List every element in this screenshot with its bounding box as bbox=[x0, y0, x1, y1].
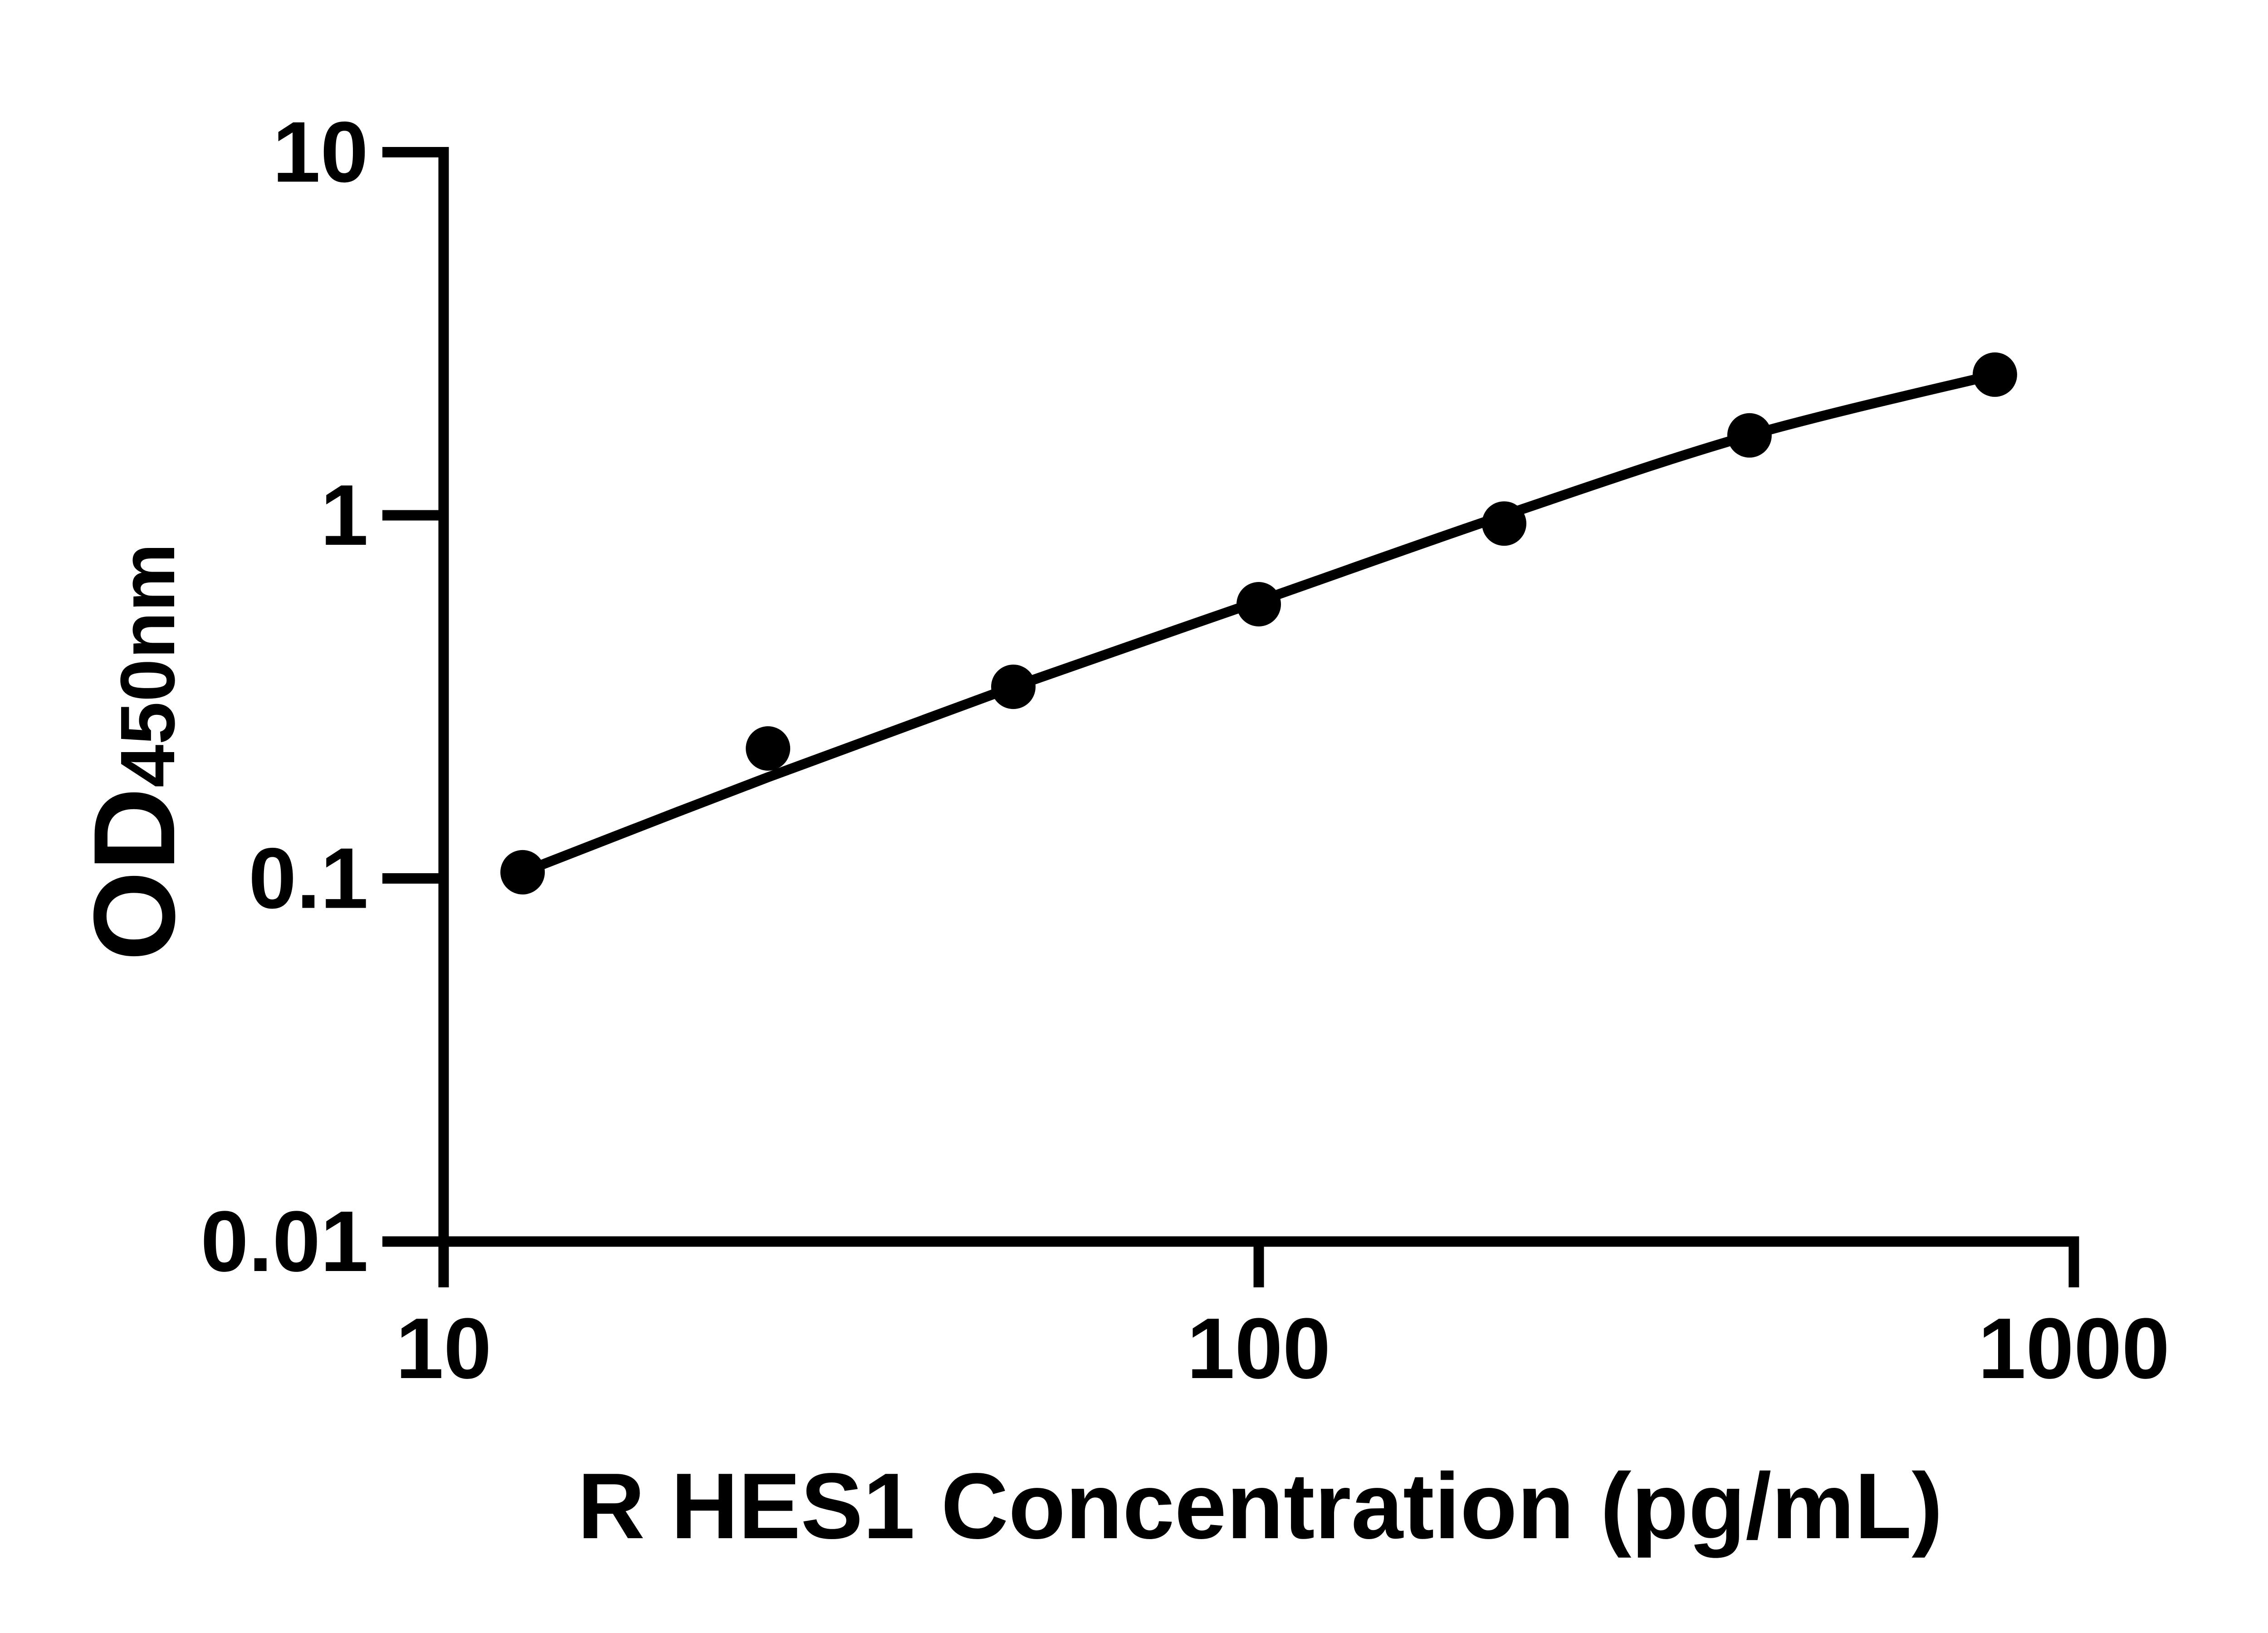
y-tick-label: 0.1 bbox=[249, 831, 368, 927]
data-point bbox=[746, 726, 791, 771]
axes bbox=[438, 147, 2079, 1287]
x-tick-label: 1000 bbox=[1978, 1301, 2170, 1397]
data-point bbox=[1972, 352, 2017, 397]
data-point bbox=[1237, 582, 1281, 626]
x-tick-label: 10 bbox=[396, 1301, 491, 1397]
y-axis-title: OD450nm bbox=[70, 543, 199, 961]
data-point bbox=[1482, 501, 1526, 546]
plot-area bbox=[500, 352, 2017, 895]
x-axis-title: R HES1 Concentration (pg/mL) bbox=[577, 1454, 1943, 1558]
x-tick-label: 100 bbox=[1187, 1301, 1330, 1397]
y-tick-label: 1 bbox=[320, 467, 368, 563]
y-tick-label: 10 bbox=[273, 104, 368, 200]
tick-marks bbox=[382, 147, 2079, 1287]
y-axis-title-main: OD bbox=[70, 787, 199, 961]
data-point bbox=[991, 665, 1036, 709]
tick-labels: 10 1 0.1 0.01 10 100 1000 bbox=[200, 104, 2170, 1397]
y-tick-label: 0.01 bbox=[200, 1193, 368, 1290]
y-axis-title-subscript: 450nm bbox=[105, 543, 191, 787]
data-point bbox=[1727, 413, 1772, 458]
data-point bbox=[500, 850, 545, 895]
